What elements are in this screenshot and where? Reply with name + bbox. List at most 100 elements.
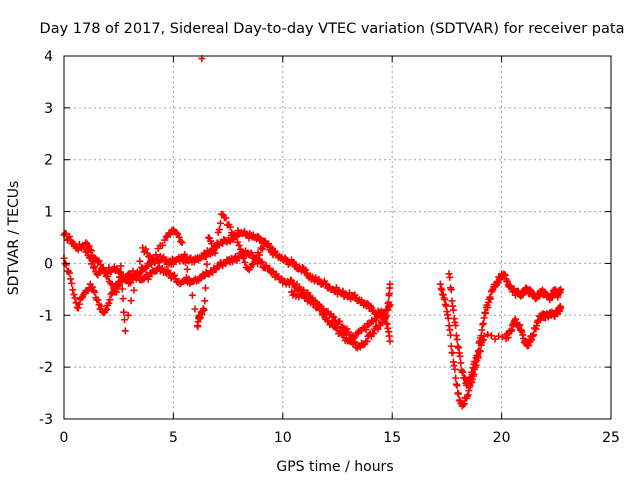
data-point <box>161 236 169 244</box>
data-point <box>142 245 150 253</box>
data-point <box>447 342 455 350</box>
data-point <box>143 249 151 257</box>
data-point <box>191 305 199 313</box>
data-point <box>302 266 310 274</box>
data-point <box>202 268 210 276</box>
grid <box>64 56 611 419</box>
data-point <box>557 285 565 293</box>
data-point <box>226 223 234 231</box>
data-point <box>201 297 209 305</box>
data-point <box>72 299 80 307</box>
data-point <box>351 291 359 299</box>
data-point <box>172 229 180 237</box>
data-point <box>75 300 83 308</box>
data-point <box>289 279 297 287</box>
data-point <box>339 287 347 295</box>
data-point <box>251 256 259 264</box>
data-point <box>91 263 99 271</box>
x-tick-label: 10 <box>274 430 292 446</box>
data-point <box>105 299 113 307</box>
x-tick-label: 0 <box>60 430 69 446</box>
data-point <box>86 246 94 254</box>
data-point <box>370 330 378 338</box>
axis-ticks: 0 5 10 15 20 25 -3 -2 -1 0 1 2 3 4 <box>39 49 620 446</box>
data-point <box>384 306 392 314</box>
data-point <box>362 326 370 334</box>
data-point <box>557 304 565 312</box>
data-point <box>339 331 347 339</box>
data-point <box>188 291 196 299</box>
data-point <box>369 306 377 314</box>
y-tick-label: -3 <box>39 412 53 428</box>
data-point <box>71 294 79 302</box>
data-point <box>152 251 160 259</box>
data-point <box>158 241 166 249</box>
data-point <box>162 233 170 241</box>
x-tick-label: 20 <box>493 430 511 446</box>
data-point <box>292 260 300 268</box>
data-point <box>102 306 110 314</box>
data-point <box>480 332 488 340</box>
data-point <box>70 291 78 299</box>
data-point <box>376 322 384 330</box>
data-point <box>183 265 191 273</box>
x-tick-label: 5 <box>169 430 178 446</box>
data-point <box>248 260 256 268</box>
y-tick-label: 3 <box>44 101 53 117</box>
data-points <box>60 55 565 410</box>
y-tick-label: -1 <box>39 308 53 324</box>
data-point <box>453 335 461 343</box>
series-extra-band <box>288 280 394 342</box>
data-point <box>108 281 116 289</box>
data-point <box>117 262 125 270</box>
data-point <box>103 305 111 313</box>
y-tick-label: 1 <box>44 205 53 221</box>
data-point <box>174 230 182 238</box>
data-point <box>381 311 389 319</box>
data-point <box>204 248 212 256</box>
data-point <box>255 251 263 259</box>
data-point <box>250 259 258 267</box>
data-point <box>164 266 172 274</box>
data-point <box>449 349 457 357</box>
data-point <box>106 296 114 304</box>
data-point <box>136 257 144 265</box>
data-point <box>170 271 178 279</box>
plot-frame <box>63 55 612 420</box>
data-point <box>82 239 90 247</box>
data-point <box>336 317 344 325</box>
data-point <box>90 287 98 295</box>
data-point <box>239 254 247 262</box>
data-point <box>235 241 243 249</box>
data-point <box>254 232 262 240</box>
data-point <box>130 286 138 294</box>
data-point <box>213 239 221 247</box>
data-point <box>121 316 129 324</box>
data-point <box>264 240 272 248</box>
data-point <box>270 249 278 257</box>
data-point <box>87 247 95 255</box>
data-point <box>96 261 104 269</box>
data-point <box>177 237 185 245</box>
data-point <box>386 337 394 345</box>
data-point <box>385 298 393 306</box>
data-point <box>460 400 468 408</box>
data-point <box>74 304 82 312</box>
data-point <box>257 259 265 267</box>
data-point <box>222 214 230 222</box>
data-point <box>104 272 112 280</box>
data-point <box>363 337 371 345</box>
x-tick-label: 15 <box>383 430 401 446</box>
data-point <box>119 295 127 303</box>
data-point <box>146 253 154 261</box>
data-point <box>211 249 219 257</box>
data-point <box>446 273 454 281</box>
data-point <box>133 272 141 280</box>
data-point <box>200 306 208 314</box>
data-point <box>97 302 105 310</box>
data-point <box>232 233 240 241</box>
data-point <box>166 230 174 238</box>
data-point <box>186 279 194 287</box>
data-point <box>110 284 118 292</box>
